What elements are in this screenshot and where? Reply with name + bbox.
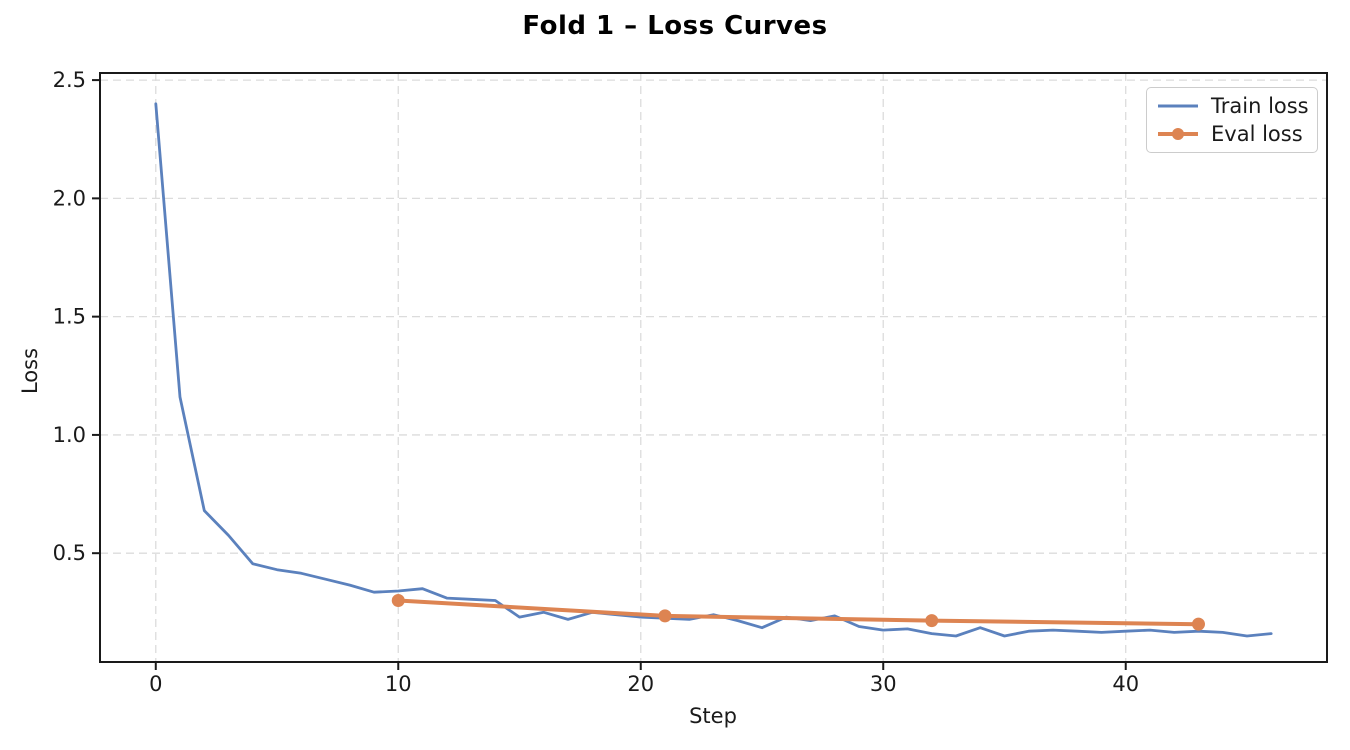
x-tick-label-30: 30 (870, 672, 897, 696)
x-tick-label-10: 10 (385, 672, 412, 696)
legend-label-eval-loss: Eval loss (1211, 122, 1303, 146)
x-tick-label-40: 40 (1112, 672, 1139, 696)
eval-loss-marker (925, 614, 939, 628)
eval-loss-marker (1191, 617, 1205, 631)
legend: Train loss Eval loss (1146, 87, 1318, 153)
x-tick-label-0: 0 (149, 672, 162, 696)
eval-loss-line (396, 598, 1201, 627)
legend-entry-train-loss: Train loss (1156, 94, 1309, 118)
legend-entry-eval-loss: Eval loss (1156, 122, 1308, 146)
y-tick-label-1.5: 1.5 (53, 305, 86, 329)
x-axis-label: Step (689, 704, 737, 728)
axes-spines (99, 72, 1328, 663)
y-tick-label-2.0: 2.0 (53, 186, 86, 210)
y-tick-label-2.5: 2.5 (53, 68, 86, 92)
y-tick-label-1.0: 1.0 (53, 423, 86, 447)
eval-loss-line-marker-sample-icon (1158, 128, 1198, 140)
x-tick-label-20: 20 (627, 672, 654, 696)
train-loss-line (154, 102, 1273, 638)
eval-loss-marker (391, 593, 405, 607)
y-tick-label-0.5: 0.5 (53, 541, 86, 565)
chart-title: Fold 1 – Loss Curves (522, 11, 828, 41)
y-axis-label: Loss (18, 347, 42, 395)
train-loss-line-sample-icon (1158, 104, 1198, 108)
eval-loss-marker (658, 609, 672, 623)
legend-label-train-loss: Train loss (1211, 94, 1309, 118)
